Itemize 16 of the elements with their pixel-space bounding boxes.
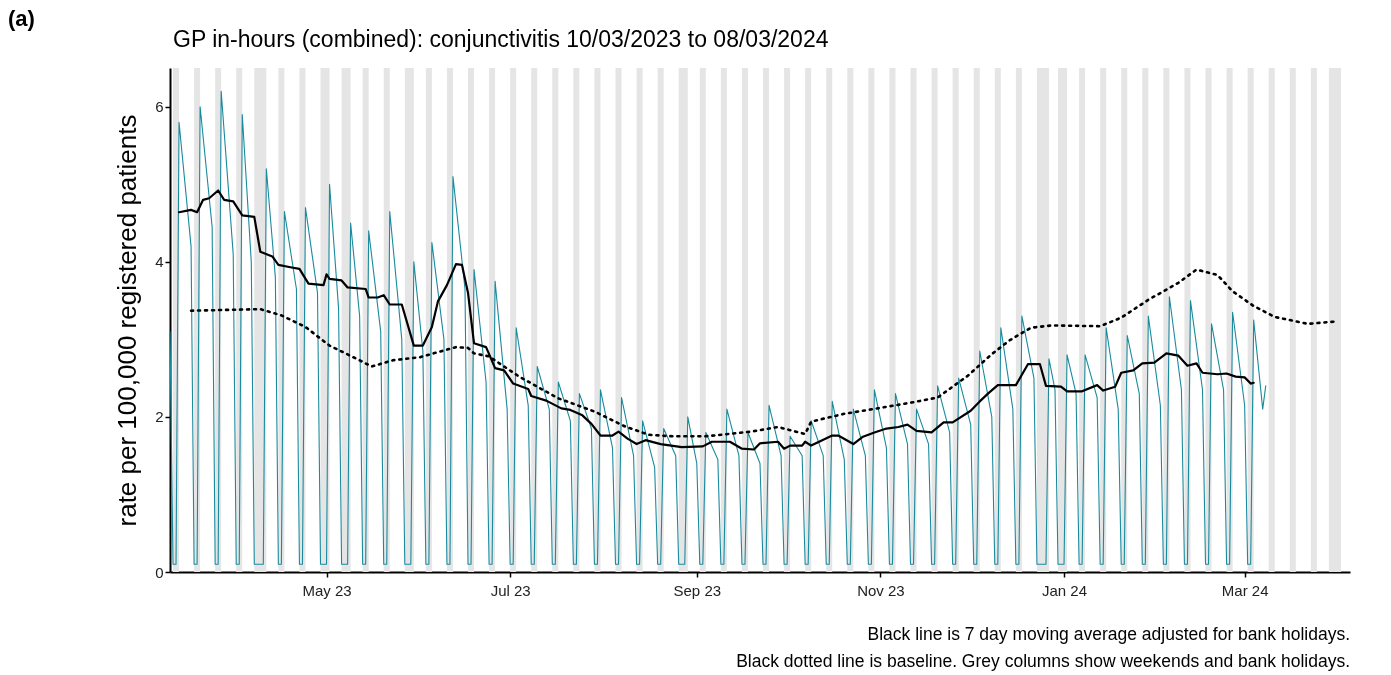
text: Black dotted line is baseline. Grey columns show weekends and bank holidays. xyxy=(736,651,1350,671)
y-tick-label: 2 xyxy=(155,408,164,426)
text: (a) xyxy=(8,6,35,31)
y-tick-label: 0 xyxy=(155,563,164,581)
text: Black line is 7 day moving average adjusted for bank holidays. xyxy=(867,624,1350,644)
y-tick-label: 4 xyxy=(155,253,164,271)
x-tick-label: Mar 24 xyxy=(1221,581,1269,599)
line-series xyxy=(169,90,1267,565)
x-tick-label: May 23 xyxy=(302,581,352,599)
y-axis-title: rate per 100,000 registered patients xyxy=(112,114,143,527)
y-tick-label: 6 xyxy=(155,98,164,116)
x-tick-label: Nov 23 xyxy=(857,581,905,599)
x-tick-label: Jan 24 xyxy=(1042,581,1088,599)
x-tick-label: Sep 23 xyxy=(673,581,722,599)
x-tick-label: Jul 23 xyxy=(490,581,531,599)
chart-title: GP in-hours (combined): conjunctivitis 10/03/2023 to 08/03/2024 xyxy=(173,26,829,52)
